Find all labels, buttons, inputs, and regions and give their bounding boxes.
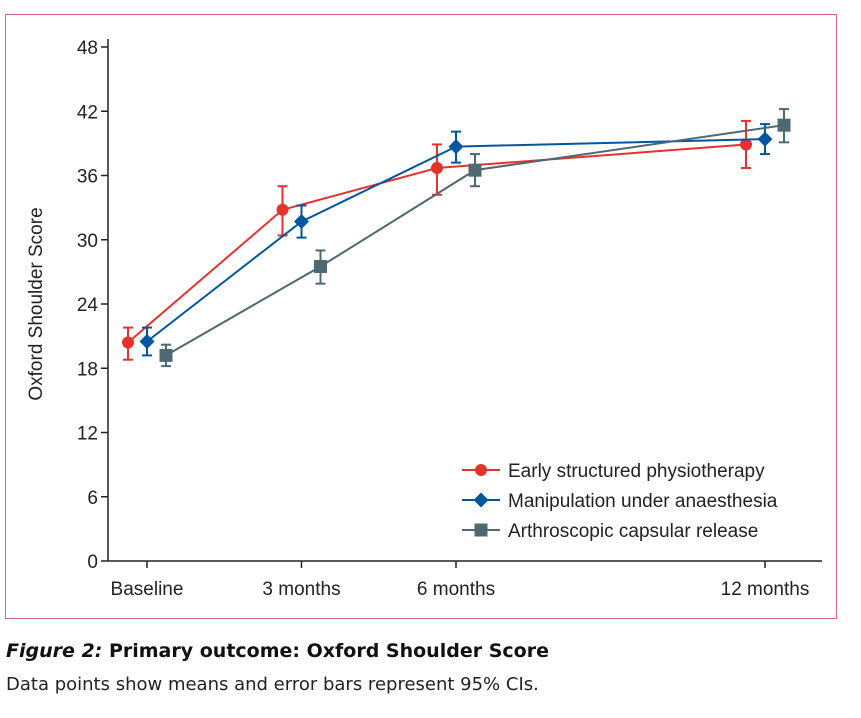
x-tick-label: 3 months [262, 579, 340, 600]
y-tick-label: 42 [77, 102, 98, 123]
legend-label: Arthroscopic capsular release [508, 521, 758, 542]
series-line-1 [146, 138, 766, 343]
y-tick-label: 0 [87, 552, 98, 573]
data-point [314, 260, 327, 274]
data-point [294, 214, 309, 230]
y-tick-label: 18 [77, 359, 98, 380]
x-tick-label: 6 months [417, 579, 495, 600]
data-point [431, 162, 443, 175]
y-tick-label: 24 [77, 295, 99, 316]
figure-caption-title: Figure 2: Primary outcome: Oxford Should… [6, 640, 549, 662]
x-tick-label: Baseline [111, 579, 184, 600]
data-point [468, 163, 482, 177]
data-point [139, 333, 155, 349]
legend-marker [474, 523, 488, 537]
legend-marker [473, 492, 489, 508]
chart: 0 6 12 18 24 30 36 42 48 Baseline 3 months 6 months… [26, 38, 822, 600]
figure-label: Figure 2: [6, 640, 103, 662]
x-tick-label: 12 months [721, 579, 810, 600]
data-point [740, 138, 752, 151]
y-tick-label: 6 [87, 488, 98, 509]
data-point [757, 131, 773, 147]
legend-marker [475, 464, 487, 476]
data-point [777, 118, 791, 132]
y-tick-label: 48 [77, 38, 98, 59]
y-tick-label: 30 [77, 231, 98, 252]
y-tick-label: 12 [77, 424, 98, 445]
legend-label: Early structured physiotherapy [508, 461, 765, 482]
y-axis-label: Oxford Shoulder Score [26, 207, 47, 400]
legend-label: Manipulation under anaesthesia [508, 491, 778, 512]
data-point [448, 139, 464, 155]
series-line-0 [127, 143, 747, 344]
y-tick-label: 36 [77, 167, 98, 188]
data-point [276, 203, 289, 216]
series-line-2 [165, 124, 785, 357]
data-point [159, 348, 173, 362]
data-point [122, 336, 134, 349]
chart-frame [5, 14, 837, 619]
figure-caption-description: Data points show means and error bars re… [6, 674, 539, 695]
figure-title: Primary outcome: Oxford Shoulder Score [108, 640, 549, 662]
